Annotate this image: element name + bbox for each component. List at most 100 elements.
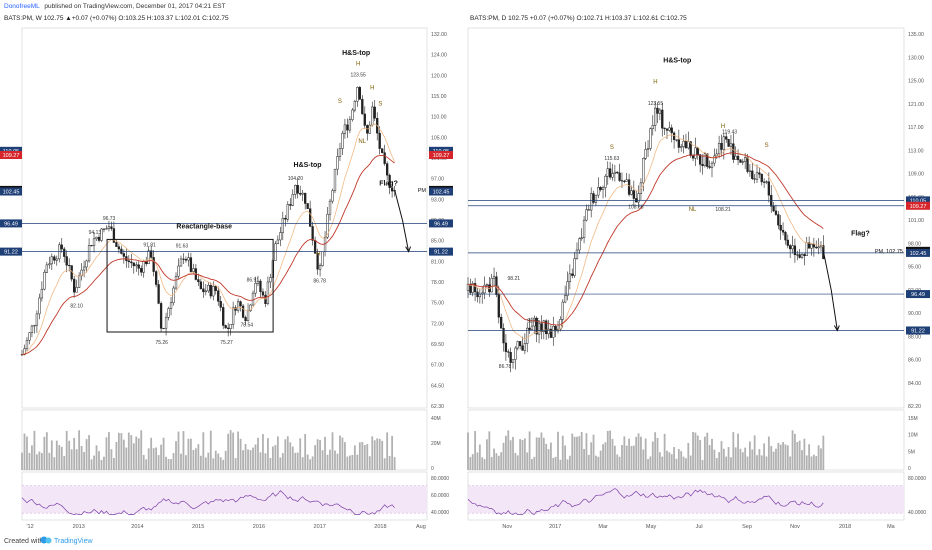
candle-body bbox=[234, 307, 237, 311]
candle-body bbox=[55, 258, 58, 261]
volume-bar bbox=[48, 452, 51, 470]
candle-body bbox=[296, 184, 299, 194]
volume-bar bbox=[281, 453, 284, 470]
candle-body bbox=[231, 307, 235, 325]
candle-body bbox=[102, 228, 106, 230]
ema-slow-line bbox=[21, 154, 395, 356]
candle-body bbox=[373, 106, 376, 119]
volume-bar bbox=[125, 447, 128, 470]
candle-body bbox=[82, 266, 86, 271]
volume-bar bbox=[708, 445, 711, 470]
candle-body bbox=[204, 290, 207, 293]
volume-bar bbox=[791, 430, 794, 470]
volume-bar bbox=[692, 431, 694, 470]
point-value-label: 108.21 bbox=[715, 207, 731, 213]
candle-body bbox=[608, 168, 612, 178]
price-tag-left bbox=[0, 151, 22, 160]
y-tick-label: 95.00 bbox=[908, 265, 921, 271]
candle-body bbox=[760, 173, 763, 183]
candle-body bbox=[620, 180, 624, 182]
volume-bar bbox=[227, 433, 230, 470]
candle-body bbox=[38, 297, 41, 315]
y-tick-label: 86.00 bbox=[908, 358, 921, 364]
volume-bar bbox=[120, 433, 123, 470]
candle-body bbox=[147, 250, 150, 265]
volume-bar bbox=[763, 443, 766, 470]
candle-body bbox=[152, 257, 155, 272]
candle-body bbox=[122, 253, 125, 257]
candle-body bbox=[502, 328, 505, 344]
candle-body bbox=[817, 246, 820, 249]
candle-body bbox=[177, 265, 180, 277]
rsi-tick-label: 60.0000 bbox=[431, 493, 449, 499]
candle-body bbox=[356, 87, 359, 102]
candle-body bbox=[781, 229, 785, 233]
candle-body bbox=[722, 136, 725, 150]
candle-body bbox=[281, 217, 284, 233]
price-tag-label: 91.22 bbox=[434, 250, 448, 256]
volume-bar bbox=[756, 455, 758, 470]
volume-bar bbox=[113, 457, 115, 470]
candle-body bbox=[573, 258, 576, 276]
volume-bar bbox=[613, 445, 616, 470]
volume-bar bbox=[507, 430, 510, 470]
volume-bar bbox=[803, 438, 806, 470]
volume-bar bbox=[519, 439, 522, 470]
candle-body bbox=[135, 264, 138, 267]
volume-bar bbox=[301, 457, 304, 470]
volume-bar bbox=[361, 441, 364, 470]
candle-body bbox=[668, 127, 671, 131]
candle-body bbox=[261, 291, 265, 296]
x-tick-label: 2017 bbox=[314, 524, 326, 530]
volume-bar bbox=[483, 459, 486, 470]
volume-bar bbox=[687, 442, 690, 470]
price-tag-label: 102.45 bbox=[433, 190, 450, 196]
volume-bar bbox=[810, 456, 813, 470]
x-tick-label: Sep bbox=[742, 524, 752, 530]
candle-body bbox=[646, 148, 650, 150]
volume-bar bbox=[715, 458, 718, 470]
candle-body bbox=[266, 281, 270, 304]
candle-body bbox=[765, 181, 768, 183]
candle-body bbox=[684, 140, 688, 149]
volume-bar bbox=[98, 451, 100, 470]
rsi-band bbox=[468, 485, 904, 514]
volume-bar bbox=[701, 459, 704, 470]
footer-brand[interactable]: TradingView bbox=[54, 538, 93, 545]
candle-body bbox=[50, 256, 53, 265]
x-tick-label: 2018 bbox=[839, 524, 851, 530]
candle-body bbox=[214, 285, 217, 291]
y-tick-label: 67.00 bbox=[431, 363, 444, 369]
volume-bar bbox=[145, 459, 148, 470]
volume-bar bbox=[351, 455, 354, 470]
y-tick-label: 97.00 bbox=[431, 177, 444, 183]
candle-body bbox=[229, 323, 232, 329]
candle-body bbox=[466, 283, 470, 291]
candle-body bbox=[311, 226, 314, 241]
volume-bar bbox=[115, 441, 118, 470]
candle-body bbox=[672, 132, 676, 140]
volume-bar bbox=[314, 445, 317, 470]
volume-bar bbox=[758, 449, 761, 470]
volume-tick-label: 5M bbox=[908, 449, 915, 455]
candle-body bbox=[637, 193, 640, 203]
volume-bar bbox=[505, 435, 507, 470]
candle-body bbox=[63, 248, 66, 257]
volume-bar bbox=[309, 459, 312, 470]
y-tick-label: 117.00 bbox=[908, 125, 924, 131]
publisher-name[interactable]: DonofreeML bbox=[4, 3, 40, 10]
volume-bar bbox=[554, 456, 557, 470]
chart-d: 135.00 130.00 125.00 121.00 117.00 113.00 109.… bbox=[466, 27, 930, 530]
candle-body bbox=[308, 208, 312, 227]
candle-body bbox=[371, 106, 374, 126]
volume-bar bbox=[26, 436, 28, 470]
volume-bar bbox=[190, 438, 192, 470]
volume-bar bbox=[73, 437, 76, 470]
candle-body bbox=[112, 228, 116, 243]
candle-body bbox=[284, 217, 287, 220]
volume-bar bbox=[83, 452, 85, 470]
price-tag-left-label: 91.22 bbox=[4, 250, 18, 256]
y-tick-label: 120.00 bbox=[431, 73, 447, 79]
volume-tick-label: 40M bbox=[431, 416, 441, 422]
volume-bar bbox=[155, 447, 158, 470]
